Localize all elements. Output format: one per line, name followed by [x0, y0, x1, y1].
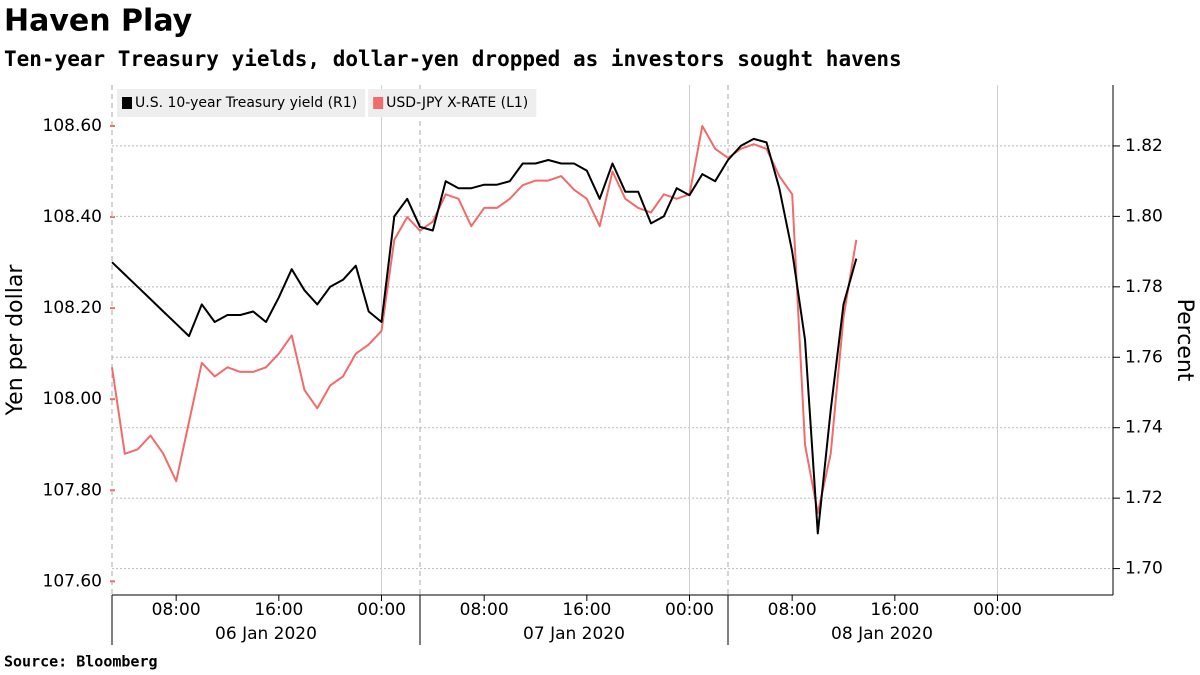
y2-tick-label: 1.70	[1125, 559, 1163, 579]
y-tick-label: 108.40	[43, 207, 102, 227]
group-label: 08 Jan 2020	[831, 624, 933, 644]
x-tick-label: 00:00	[973, 600, 1022, 620]
y-tick-label: 108.20	[43, 298, 102, 318]
y2-tick-label: 1.76	[1125, 347, 1163, 367]
y-axis-label: Yen per dollar	[3, 264, 28, 417]
legend-swatch	[373, 97, 384, 109]
x-tick-label: 16:00	[562, 600, 611, 620]
y-tick-label: 107.60	[43, 571, 102, 591]
y2-axis-label: Percent	[1172, 299, 1197, 382]
source: Source: Bloomberg	[4, 653, 158, 671]
y2-tick-label: 1.74	[1125, 418, 1163, 438]
legend-item: USD-JPY X-RATE (L1)	[368, 89, 537, 117]
chart-title: Haven Play	[4, 4, 193, 39]
series-line	[111, 137, 858, 535]
y-tick-label: 108.60	[43, 116, 102, 136]
legend-item: U.S. 10-year Treasury yield (R1)	[117, 89, 366, 117]
x-tick-label: 00:00	[357, 600, 406, 620]
legend-background	[117, 89, 366, 117]
legend-background	[368, 89, 537, 117]
legend-label: USD-JPY X-RATE (L1)	[386, 95, 528, 111]
chart-subtitle: Ten-year Treasury yields, dollar-yen dro…	[4, 47, 902, 71]
x-tick-label: 08:00	[768, 600, 817, 620]
y2-tick-label: 1.72	[1125, 488, 1163, 508]
y2-tick-label: 1.80	[1125, 206, 1163, 226]
legend-label: U.S. 10-year Treasury yield (R1)	[135, 95, 357, 111]
y-tick-label: 108.00	[43, 389, 102, 409]
legend-swatch	[122, 97, 132, 109]
group-label: 06 Jan 2020	[215, 624, 317, 644]
x-tick-label: 00:00	[665, 600, 714, 620]
y-tick-label: 107.80	[43, 480, 102, 500]
y2-tick-label: 1.78	[1125, 277, 1163, 297]
x-tick-label: 08:00	[460, 600, 509, 620]
x-tick-label: 16:00	[254, 600, 303, 620]
group-label: 07 Jan 2020	[523, 624, 625, 644]
y2-tick-label: 1.82	[1125, 136, 1163, 156]
x-tick-label: 08:00	[152, 600, 201, 620]
x-tick-label: 16:00	[870, 600, 919, 620]
